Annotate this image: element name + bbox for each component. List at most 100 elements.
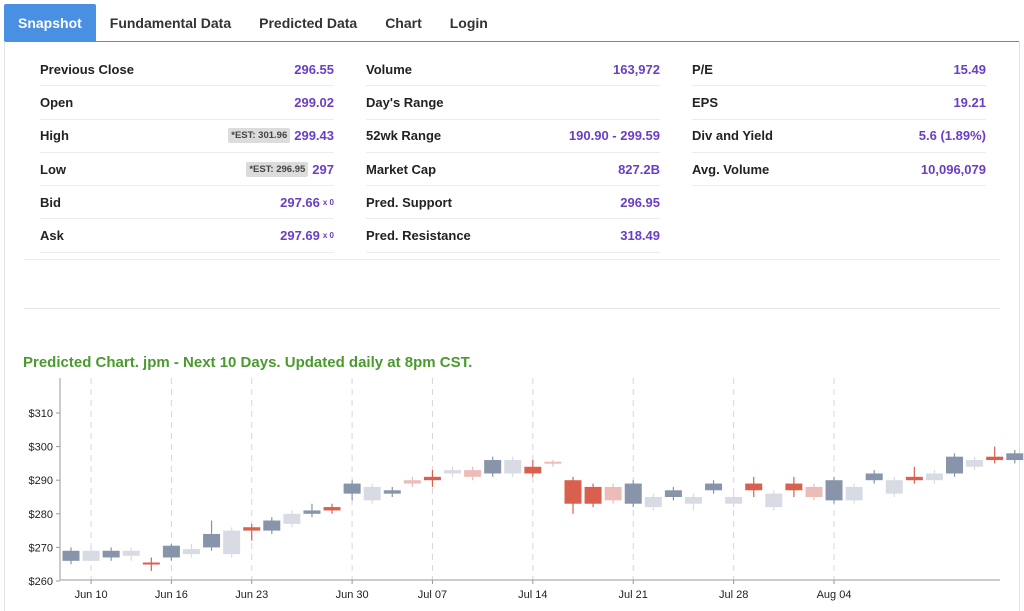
stat-label: Low [40,161,66,177]
candle-body [263,520,281,531]
stat-value-group: *EST: 301.96 299.43 [228,128,334,144]
y-tick-label: $280 [29,509,53,521]
candle [243,523,261,541]
tab-predicted-data[interactable]: Predicted Data [259,15,358,31]
y-tick-label: $300 [29,442,53,454]
stat-value: 299.43 [294,128,334,144]
candle-body [403,480,421,484]
candle-body [544,461,562,464]
candle-body [986,456,1004,461]
stat-label: Div and Yield [692,128,773,144]
candle [805,483,823,501]
x-tick-label: Jun 23 [235,589,268,601]
tab-snapshot[interactable]: Snapshot [4,4,96,42]
x-tick-label: Jul 07 [418,589,447,601]
candle [162,544,180,561]
candle [484,456,502,477]
stat-label: Pred. Support [366,194,452,210]
candle-body [303,510,321,514]
stats-column-1: Previous Close 296.55 Open 299.02 High *EST… [40,53,334,253]
candle [825,476,843,504]
tab-login[interactable]: Login [449,15,488,31]
stat-market-cap: Market Cap 827.2B [366,153,660,187]
candle [725,493,743,508]
stat-div-yield: Div and Yield 5.6 (1.89%) [692,120,986,153]
candle [544,460,562,467]
stat-volume: Volume 163,972 [366,53,660,87]
candle [905,466,923,484]
stats-column-2: Volume 163,972 Day's Range 52wk Range 190.… [366,53,660,253]
candle [403,476,421,487]
stat-label: High [40,128,69,144]
stat-value: 190.90 - 299.59 [568,128,660,144]
ask-size: x 0 [322,231,334,241]
stat-bid: Bid 297.66 x 0 [40,186,334,220]
candle-body [203,533,221,548]
candle [323,503,341,514]
stat-value: 296.55 [294,61,334,77]
candle-body [604,486,622,501]
stat-label: Market Cap [366,161,437,177]
candle [182,544,200,558]
candle-body [865,473,883,481]
stat-value: 297 [312,161,334,177]
bid-size: x 0 [322,197,334,207]
candle-body [343,483,361,494]
stat-value-group: 297.66 x 0 [280,195,334,210]
stat-eps: EPS 19.21 [692,86,986,120]
panel-border-right [1019,41,1020,611]
stat-label: Volume [366,61,412,77]
stat-high: High *EST: 301.96 299.43 [40,120,334,153]
candle [986,446,1004,464]
candle [122,547,140,561]
stat-label: Day's Range [366,94,444,110]
candle [464,466,482,481]
x-tick-label: Jun 30 [336,589,369,601]
candle [785,476,803,497]
candle [383,486,401,497]
candle-body [765,493,783,508]
candlestick-chart: $260 $270 $280 $290 $300 $310 Jun 10 Jun 16 Jun … [29,378,1024,601]
candle-body [725,497,743,504]
candle [82,547,100,561]
candle [423,470,441,487]
stat-value: 15.49 [953,61,986,77]
candle-body [805,486,823,497]
candle-body [946,456,964,474]
divider [24,308,1000,309]
stat-value: 5.6 (1.89%) [918,128,986,144]
candle-body [62,550,80,561]
candle-body [1006,453,1024,461]
candle-body [283,513,301,524]
stat-value: 297.69 [280,228,320,244]
candle-body [925,473,943,481]
candle-body [664,490,682,497]
candle-body [745,483,763,491]
stat-label: Ask [40,228,64,244]
candle-body [162,545,180,558]
stat-value: 827.2B [618,161,660,177]
chart-title: Predicted Chart. jpm - Next 10 Days. Upd… [23,354,473,371]
candle [263,517,281,534]
candle [865,470,883,484]
tab-underline [4,41,1020,42]
candle [604,483,622,504]
candle [363,483,381,504]
candle-body [584,486,602,504]
candle [885,476,903,497]
candle-body [684,497,702,504]
stat-low: Low *EST: 296.95 297 [40,153,334,187]
tab-chart[interactable]: Chart [385,15,422,31]
candle [524,460,542,477]
candle [444,466,462,477]
candle-body [223,530,241,555]
x-tick-label: Jul 28 [719,589,748,601]
stat-label: Avg. Volume [692,161,770,177]
candle-body [444,470,462,474]
candle-body [243,527,261,531]
candle [946,453,964,477]
x-tick-label: Aug 04 [817,589,852,601]
stat-label: Open [40,94,74,110]
candle [705,480,723,494]
tab-fundamental-data[interactable]: Fundamental Data [109,15,232,31]
